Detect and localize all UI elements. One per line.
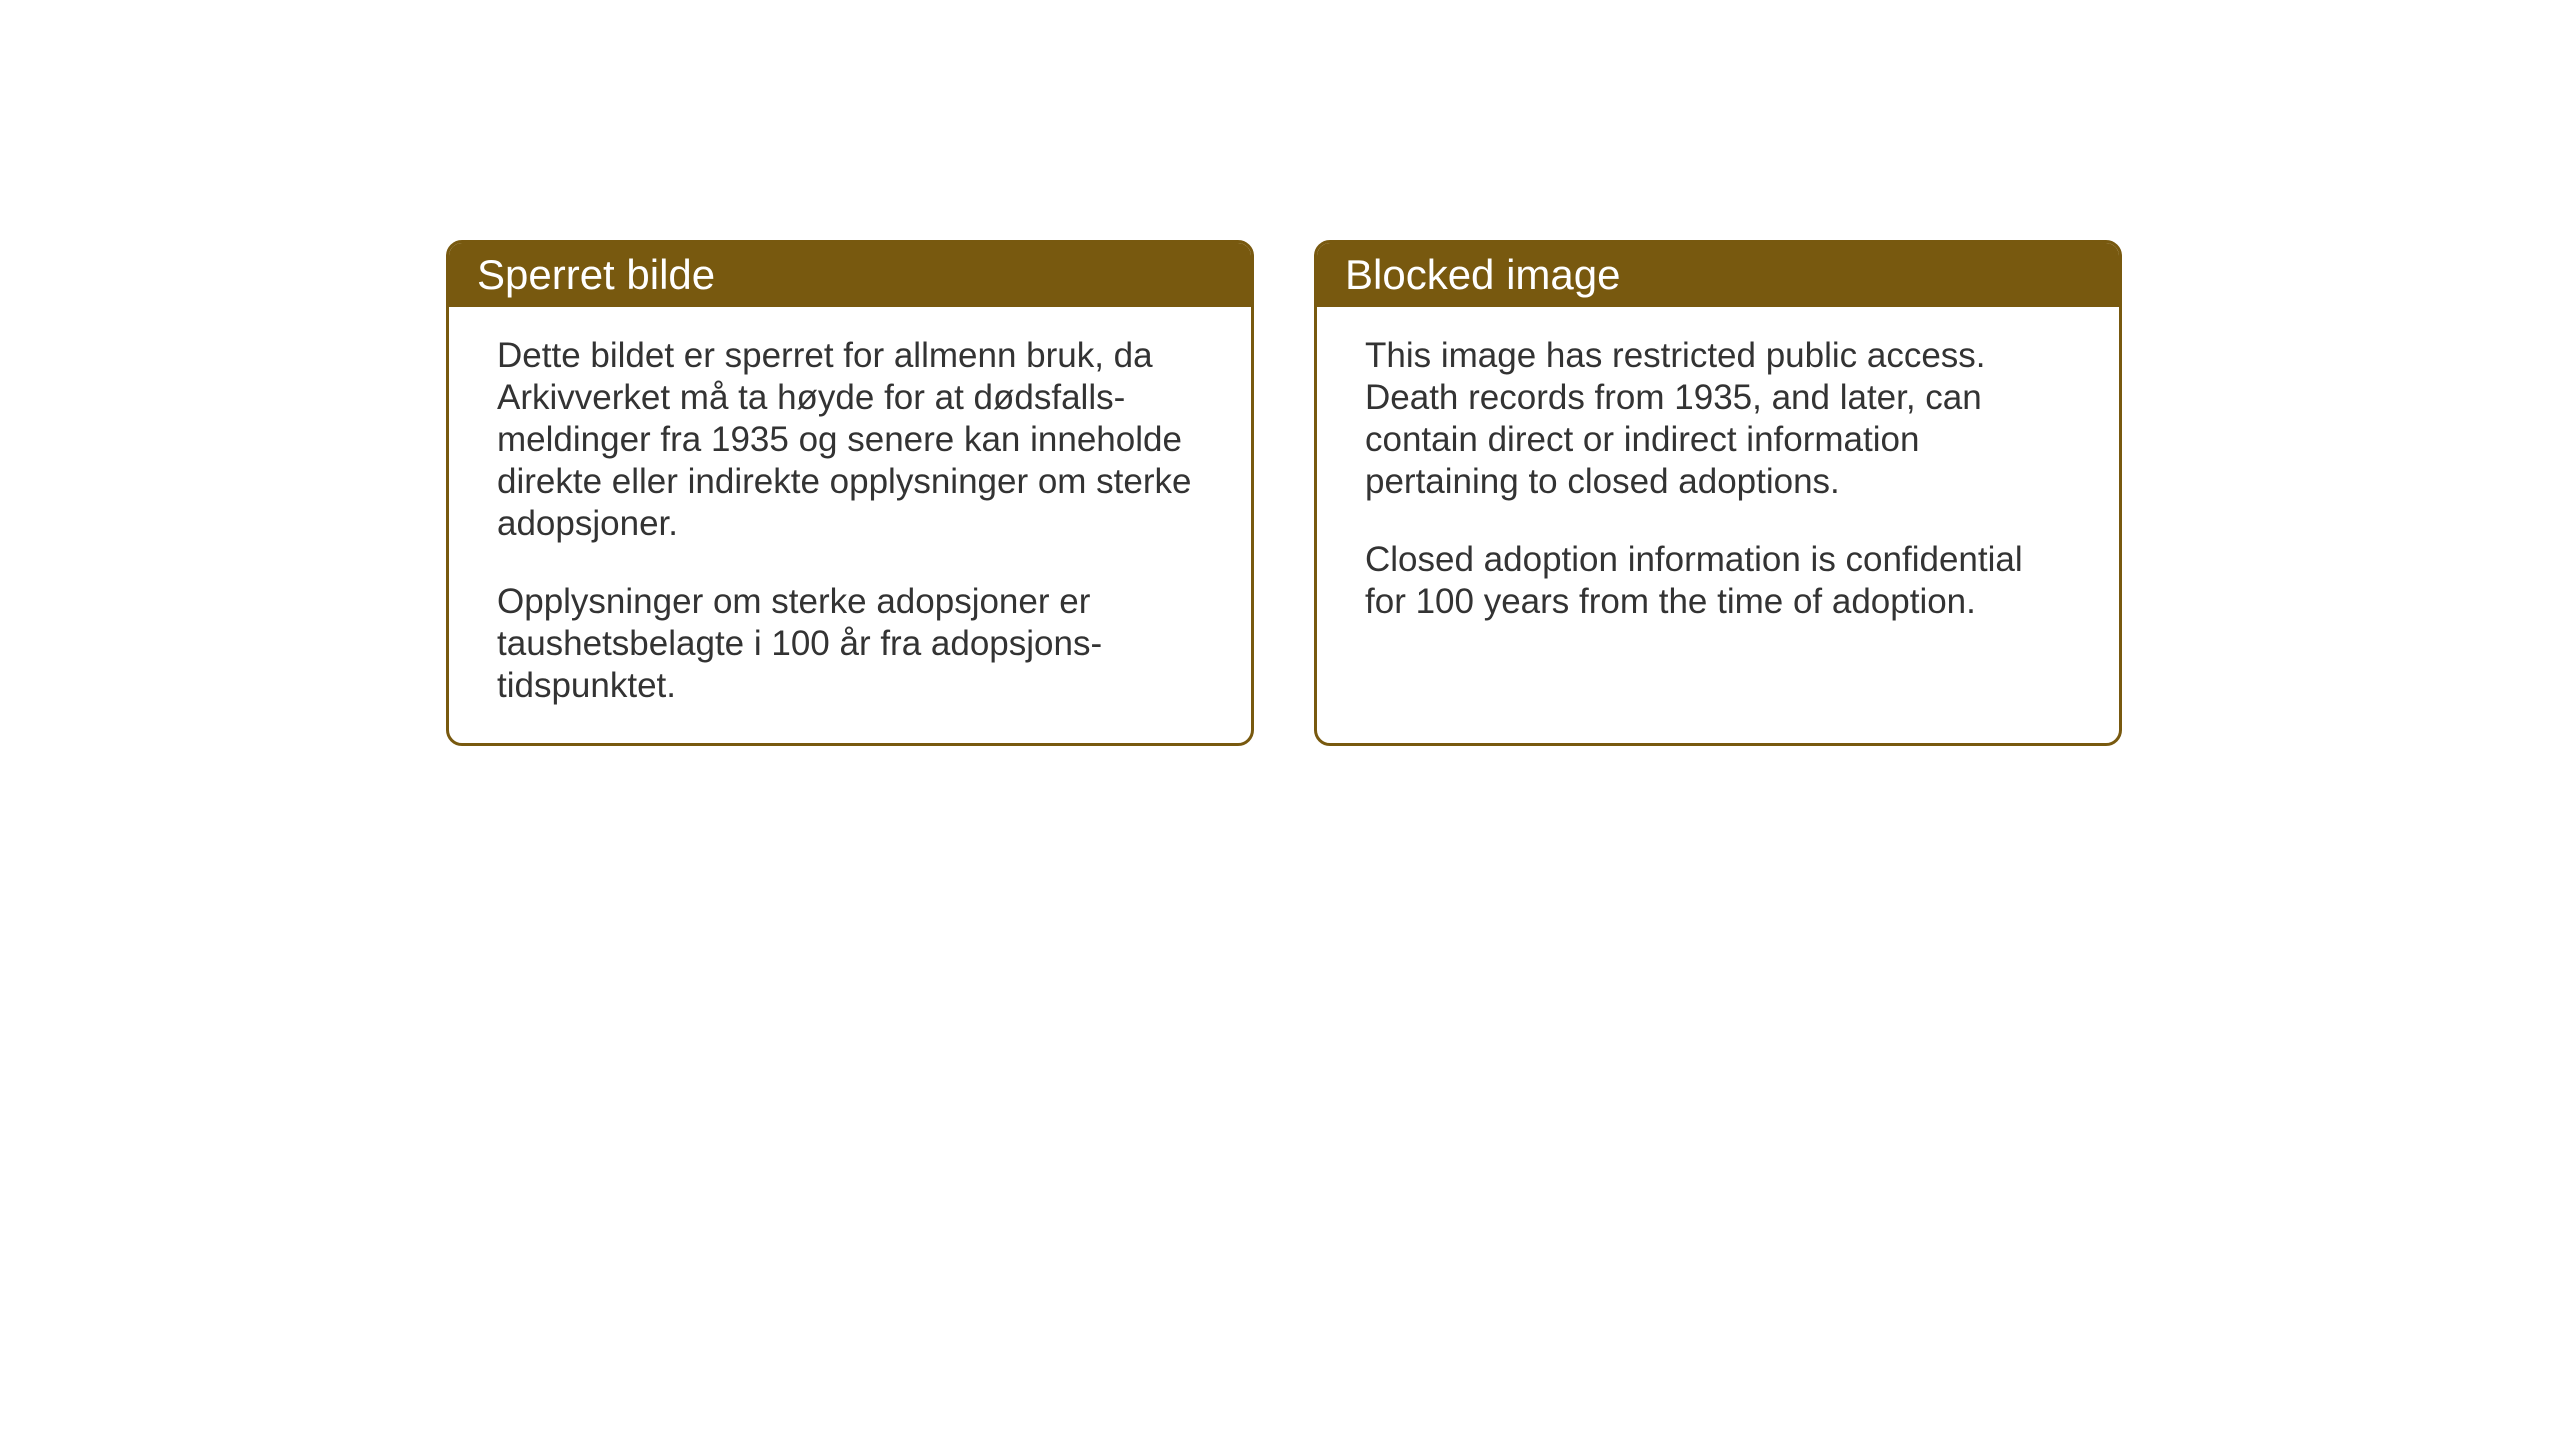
english-paragraph-2: Closed adoption information is confident…	[1365, 539, 2071, 623]
english-card-body: This image has restricted public access.…	[1317, 307, 2119, 659]
norwegian-card-body: Dette bildet er sperret for allmenn bruk…	[449, 307, 1251, 743]
english-card-title: Blocked image	[1317, 243, 2119, 307]
english-paragraph-1: This image has restricted public access.…	[1365, 335, 2071, 503]
norwegian-card-title: Sperret bilde	[449, 243, 1251, 307]
norwegian-notice-card: Sperret bilde Dette bildet er sperret fo…	[446, 240, 1254, 746]
norwegian-paragraph-2: Opplysninger om sterke adopsjoner er tau…	[497, 581, 1203, 707]
english-notice-card: Blocked image This image has restricted …	[1314, 240, 2122, 746]
norwegian-paragraph-1: Dette bildet er sperret for allmenn bruk…	[497, 335, 1203, 545]
notice-container: Sperret bilde Dette bildet er sperret fo…	[446, 240, 2122, 746]
